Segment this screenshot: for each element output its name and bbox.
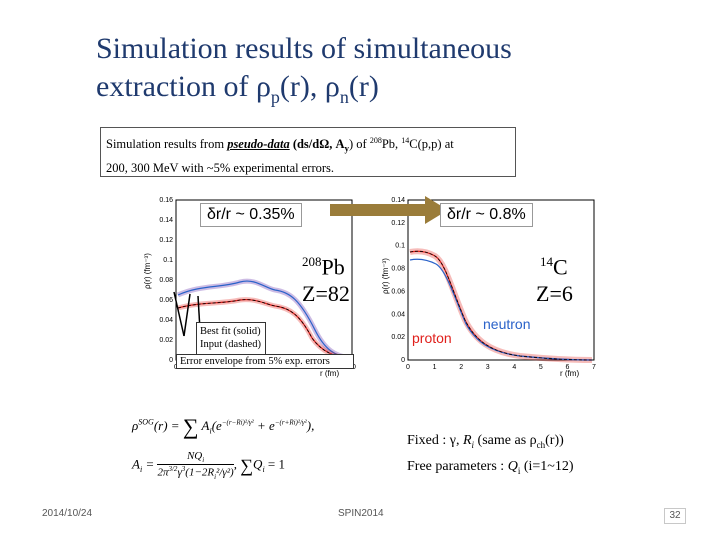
pb-yticks-8: 0 — [169, 357, 173, 364]
c-xticks-6: 6 — [565, 364, 569, 371]
pb-proton-curve — [177, 299, 351, 360]
c-y-tick-labels: 0.14 0.12 0.1 0.08 0.06 0.04 0.02 0 — [391, 197, 405, 364]
c-x-tick-labels: 0 1 2 3 4 5 6 7 — [406, 364, 596, 371]
c-xticks-7: 7 — [592, 364, 596, 371]
formula-fraction: NQi 2π3/2γ3(1−2Ri²/γ²) — [157, 450, 234, 482]
arrow-graphic — [330, 196, 448, 224]
proton-label: proton — [412, 330, 452, 346]
pb-resolution-bubble: δr/r ~ 0.35% — [200, 203, 302, 227]
pb-neutron-curve — [177, 280, 351, 359]
pb-y-tick-labels: 0.16 0.14 0.12 0.1 0.08 0.06 0.04 0.02 0 — [159, 197, 173, 364]
pb-x-axis-label: r (fm) — [320, 369, 339, 378]
c-yticks-6: 0.02 — [391, 334, 405, 341]
pb-yticks-4: 0.08 — [159, 277, 173, 284]
fit-legend: Best fit (solid) Input (dashed) — [196, 322, 266, 356]
title-line-2: extraction of ρp(r), ρn(r) — [96, 70, 379, 107]
c-yticks-5: 0.04 — [391, 311, 405, 318]
pb-yticks-1: 0.14 — [159, 217, 173, 224]
pb-yticks-2: 0.12 — [159, 237, 173, 244]
slide-title: Simulation results of simultaneous extra… — [96, 30, 696, 109]
legend-best-fit: Best fit (solid) — [200, 326, 261, 337]
c-yticks-3: 0.08 — [391, 266, 405, 273]
pb-yticks-0: 0.16 — [159, 197, 173, 204]
c-resolution-bubble: δr/r ~ 0.8% — [440, 203, 533, 227]
c-input-dashed-curve — [409, 250, 593, 361]
c-xticks-3: 3 — [486, 364, 490, 371]
pb-y-axis-label: ρ(r) (fm⁻³) — [143, 253, 152, 289]
footer-date: 2014/10/24 — [42, 508, 93, 519]
info-line-1: Simulation results from pseudo-data (ds/… — [106, 136, 454, 154]
c-xticks-4: 4 — [512, 364, 516, 371]
free-params-line: Free parameters : Qi (i=1~12) — [407, 458, 574, 476]
pb-z-label: Z=82 — [302, 281, 350, 306]
sog-formula: ρSOG(r) = ∑ Ai(e−(r−Ri)²/γ² + e−(r+Ri)²/… — [132, 406, 402, 486]
pb-yticks-3: 0.1 — [163, 257, 173, 264]
c-y-axis-label: ρ(r) (fm⁻³) — [381, 258, 390, 294]
c-yticks-2: 0.1 — [395, 243, 405, 250]
c-yticks-0: 0.14 — [391, 197, 405, 204]
simulation-info-box: Simulation results from pseudo-data (ds/… — [100, 127, 516, 177]
parameter-notes: Fixed : γ, Ri (same as ρch(r)) Free para… — [407, 430, 574, 482]
pb-yticks-5: 0.06 — [159, 297, 173, 304]
formula-line-2: Ai = NQi 2π3/2γ3(1−2Ri²/γ²) , ∑Qi = 1 — [132, 450, 286, 482]
right-arrow-icon — [330, 196, 448, 224]
c-nucleus-label: 14C — [540, 254, 568, 280]
formula-line-1: ρSOG(r) = ∑ Ai(e−(r−Ri)²/γ² + e−(r+Ri)²/… — [132, 414, 315, 439]
fixed-params-line: Fixed : γ, Ri (same as ρch(r)) — [407, 433, 564, 450]
c-z-label: Z=6 — [536, 281, 573, 306]
footer-conference: SPIN2014 — [338, 508, 384, 519]
pb-nucleus-label: 208Pb — [302, 254, 345, 280]
title-line-1: Simulation results of simultaneous — [96, 32, 512, 65]
c-yticks-4: 0.06 — [391, 288, 405, 295]
neutron-label: neutron — [483, 316, 531, 332]
c-xticks-0: 0 — [406, 364, 410, 371]
c-xticks-2: 2 — [459, 364, 463, 371]
c-xticks-5: 5 — [539, 364, 543, 371]
c-xticks-1: 1 — [433, 364, 437, 371]
info-line-2: 200, 300 MeV with ~5% experimental error… — [106, 160, 335, 175]
error-envelope-note: Error envelope from 5% exp. errors — [176, 354, 354, 369]
pb-yticks-7: 0.02 — [159, 337, 173, 344]
pb-yticks-6: 0.04 — [159, 317, 173, 324]
legend-input: Input (dashed) — [200, 339, 261, 350]
c-yticks-1: 0.12 — [391, 220, 405, 227]
c-x-axis-label: r (fm) — [560, 369, 579, 378]
page-number: 32 — [664, 508, 686, 524]
c-yticks-7: 0 — [401, 357, 405, 364]
